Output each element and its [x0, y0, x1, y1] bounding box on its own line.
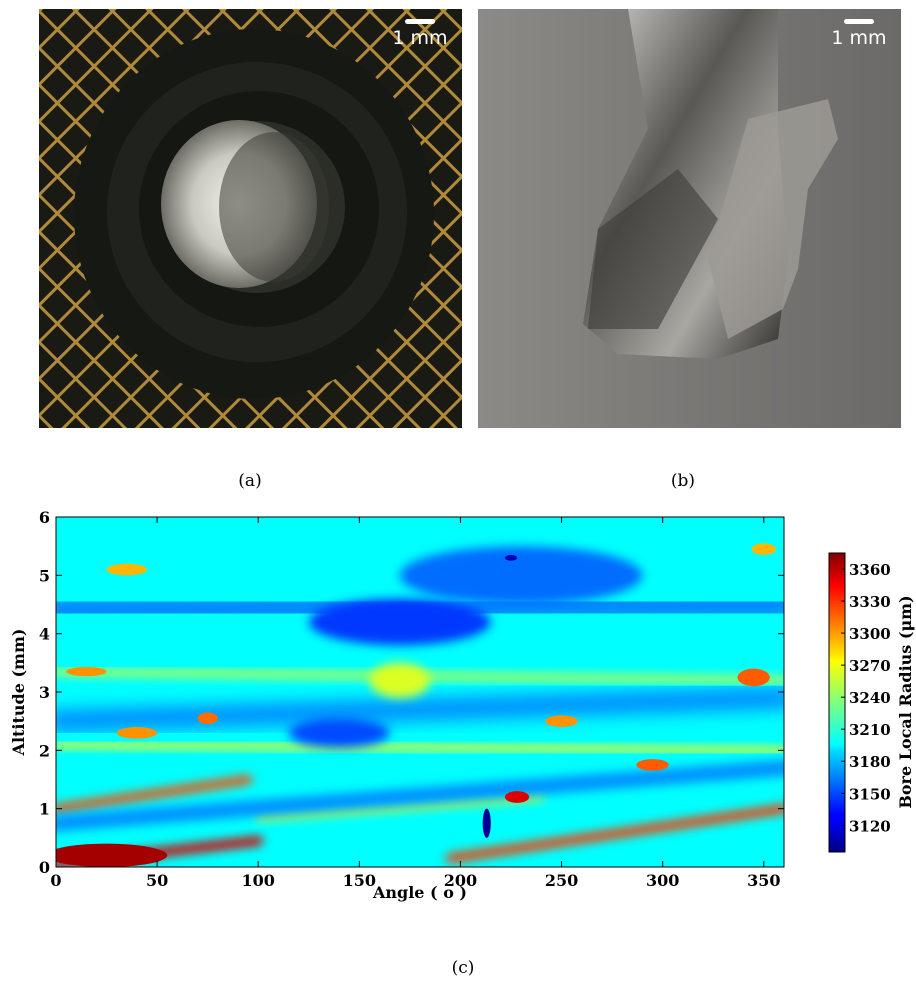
colorbar-tick-label: 3150 [849, 785, 891, 803]
heatmap-spot-11 [399, 546, 643, 605]
bore-radius-heatmap-chart: 0 50 100 150 200 250 300 350 0 1 2 3 4 5 6 Angle ( o … [9, 508, 915, 902]
y-axis-label: Altitude (mm) [9, 629, 28, 757]
y-tick-label: 1 [39, 800, 50, 819]
heatmap-spot-24 [504, 554, 518, 561]
y-tick-label: 2 [39, 741, 50, 760]
colorbar-tick-label: 3270 [849, 657, 891, 675]
y-tick-label: 3 [39, 683, 50, 702]
y-tick-label: 0 [39, 858, 50, 877]
x-tick-label: 100 [242, 871, 275, 890]
x-tick-label: 50 [146, 871, 168, 890]
heatmap-spot-17 [116, 727, 158, 739]
x-tick-label: 350 [747, 871, 780, 890]
heatmap-spot-12 [56, 843, 168, 867]
colorbar-tick-label: 3180 [849, 753, 891, 771]
colorbar-tick-label: 3240 [849, 689, 891, 707]
colorbar-tick-label: 3330 [849, 593, 891, 611]
heatmap-band-2 [445, 803, 784, 863]
x-axis-label: Angle ( o ) [372, 883, 467, 902]
y-tick-label: 4 [39, 625, 50, 644]
colorbar-label: Bore Local Radius (μm) [896, 595, 915, 808]
heatmap-spot-16 [197, 712, 218, 725]
caption-c: (c) [451, 958, 475, 978]
heatmap-spot-15 [636, 759, 669, 771]
scale-bar-b: 1 mm [819, 19, 899, 49]
heatmap-spot-14 [737, 668, 770, 687]
colorbar-tick-label: 3120 [849, 817, 891, 835]
heatmap-spot-10 [288, 718, 390, 748]
heatmap-spot-22 [545, 715, 578, 727]
x-tick-label: 300 [646, 871, 679, 890]
y-tick-label: 6 [39, 508, 50, 527]
heatmap-band-7 [56, 687, 784, 732]
heatmap-spot-21 [369, 662, 431, 698]
scale-label-a: 1 mm [392, 27, 448, 49]
colorbar-tick-label: 3300 [849, 625, 891, 643]
x-tick-label: 0 [50, 871, 61, 890]
x-tick-label: 250 [545, 871, 578, 890]
scale-label-b: 1 mm [831, 27, 887, 49]
heatmap-band-3 [255, 794, 545, 821]
caption-a: (a) [238, 471, 262, 491]
heatmap-band-1 [56, 775, 253, 814]
panel-b-photo: 1 mm [478, 9, 901, 428]
drill-bit-photo [478, 9, 901, 428]
scale-bar-a: 1 mm [380, 19, 460, 49]
heatmap-spot-13 [504, 791, 530, 803]
heatmap-spot-20 [751, 543, 776, 555]
heatmap-band-4 [56, 741, 784, 754]
colorbar-tick-label: 3210 [849, 721, 891, 739]
heatmap-spot-23 [482, 808, 491, 838]
x-tick-label: 200 [444, 871, 477, 890]
caption-b: (b) [670, 471, 696, 491]
heatmap-band-6 [56, 759, 784, 832]
colorbar [828, 552, 846, 853]
heatmap-spot-9 [308, 598, 491, 646]
colorbar-tick-label: 3360 [849, 561, 891, 579]
heatmap-spot-19 [106, 563, 147, 576]
bore-hole-photo [39, 9, 462, 428]
x-tick-label: 150 [343, 871, 376, 890]
heatmap-spot-18 [66, 666, 107, 677]
y-tick-label: 5 [39, 566, 50, 585]
panel-a-photo: 1 mm [39, 9, 462, 428]
